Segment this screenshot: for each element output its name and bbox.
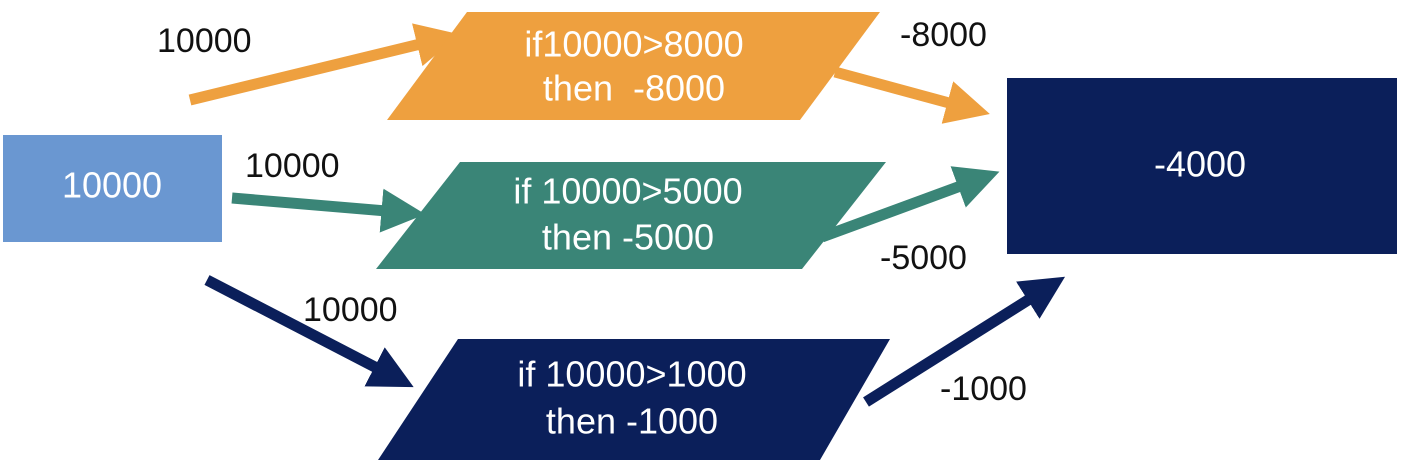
condition-1000-line1: if 10000>1000 (517, 354, 746, 395)
edge-label-in-bot: 10000 (303, 291, 398, 329)
arrow-input-to-1000 (204, 275, 414, 388)
condition-5000-line2: then -5000 (542, 217, 714, 258)
input-node-value: 10000 (62, 165, 162, 206)
condition-8000-line2: then -8000 (543, 68, 725, 109)
edge-label-out-top: -8000 (900, 16, 987, 54)
arrow-1000-to-output (863, 276, 1066, 407)
input-node (3, 135, 222, 242)
condition-8000-node (387, 12, 880, 120)
output-node-value: -4000 (1154, 144, 1246, 185)
condition-1000-node (378, 339, 890, 460)
edge-label-in-top: 10000 (157, 22, 252, 60)
arrow-5000-to-output (820, 166, 1000, 243)
condition-5000-line1: if 10000>5000 (513, 171, 742, 212)
condition-5000-node (376, 162, 886, 269)
condition-1000-line2: then -1000 (546, 401, 718, 442)
edge-label-out-bot: -1000 (940, 370, 1027, 408)
arrow-input-to-5000 (231, 188, 426, 233)
arrow-input-to-8000 (188, 23, 460, 106)
edge-label-out-mid: -5000 (880, 239, 967, 277)
condition-8000-line1: if10000>8000 (524, 24, 743, 65)
arrow-8000-to-output (833, 66, 990, 124)
edge-label-in-mid: 10000 (245, 147, 340, 185)
output-node (1007, 78, 1397, 254)
